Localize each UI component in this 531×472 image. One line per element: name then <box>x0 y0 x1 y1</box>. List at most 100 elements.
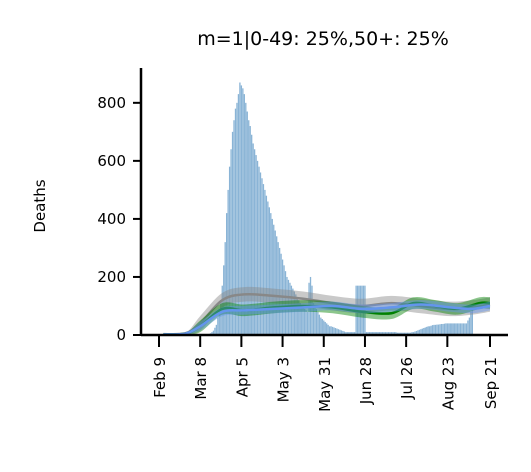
x-tick-label: Mar 8 <box>192 357 210 400</box>
bar-day-149 <box>359 285 362 335</box>
bar-day-211 <box>451 323 453 335</box>
bar-day-221 <box>465 323 468 335</box>
x-tick-label: Feb 9 <box>151 357 169 398</box>
bar-day-154 <box>367 332 369 335</box>
bar-day-206 <box>443 323 446 335</box>
bar-day-72 <box>246 111 248 335</box>
bar-day-58 <box>226 213 228 335</box>
bar-day-225 <box>471 308 473 335</box>
y-tick-label: 800 <box>97 94 126 112</box>
bar-day-166 <box>384 332 387 335</box>
bar-day-163 <box>380 332 382 335</box>
bar-day-54 <box>220 300 222 335</box>
bar-day-105 <box>295 294 297 335</box>
bar-day-224 <box>470 311 472 335</box>
y-ticks: 0 200 400 600 800 <box>97 94 141 344</box>
bar-day-151 <box>362 285 365 335</box>
bar-day-121 <box>318 314 321 335</box>
bar-day-60 <box>228 166 231 335</box>
bar-day-114 <box>308 282 310 335</box>
bar-day-63 <box>233 120 235 336</box>
bar-day-118 <box>314 305 316 335</box>
bar-day-153 <box>365 332 368 335</box>
bar-day-187 <box>415 330 418 335</box>
bar-day-213 <box>454 323 456 335</box>
bar-day-186 <box>414 331 416 335</box>
bar-day-139 <box>345 332 347 335</box>
bar-day-194 <box>426 326 428 335</box>
bar-day-199 <box>433 324 435 335</box>
bar-day-144 <box>352 332 354 335</box>
bar-day-195 <box>427 326 429 335</box>
bar-day-91 <box>274 230 276 335</box>
bar-day-185 <box>412 332 415 335</box>
bar-day-214 <box>455 323 457 335</box>
plot-area <box>163 82 491 336</box>
bar-day-155 <box>368 332 371 335</box>
bar-day-57 <box>224 242 226 335</box>
bar-day-61 <box>230 149 232 335</box>
x-tick-label: Jul 26 <box>398 357 416 400</box>
bar-day-169 <box>389 332 391 335</box>
bar-day-164 <box>381 332 384 335</box>
x-tick-label: May 3 <box>275 357 293 402</box>
bar-day-81 <box>259 172 262 335</box>
bar-day-129 <box>330 326 332 335</box>
bar-day-95 <box>280 253 282 335</box>
bar-day-117 <box>312 303 315 335</box>
bar-day-80 <box>258 166 260 335</box>
bar-day-50 <box>214 327 216 335</box>
bar-day-192 <box>423 328 425 335</box>
y-tick-label: 600 <box>97 152 126 170</box>
bar-day-86 <box>267 201 269 335</box>
bar-day-216 <box>458 323 460 335</box>
bar-day-55 <box>221 285 223 335</box>
bar-day-136 <box>340 330 343 335</box>
bar-day-98 <box>284 271 287 335</box>
bar-day-113 <box>306 311 309 335</box>
bar-day-76 <box>252 143 254 335</box>
bar-day-223 <box>468 317 471 335</box>
bar-day-120 <box>317 311 319 335</box>
bar-day-165 <box>383 332 385 335</box>
bar-day-74 <box>249 126 251 335</box>
bar-day-162 <box>379 332 381 335</box>
bar-day-52 <box>217 317 219 335</box>
bar-day-197 <box>430 325 432 335</box>
series-band-2 <box>163 300 490 335</box>
bar-day-142 <box>349 332 351 335</box>
x-tick-label: Sep 21 <box>482 357 500 409</box>
bar-day-200 <box>434 324 437 335</box>
y-axis-title: Deaths <box>31 179 49 232</box>
bar-day-48 <box>211 332 213 335</box>
bar-day-171 <box>392 332 394 335</box>
bar-day-68 <box>240 85 243 335</box>
bar-day-110 <box>302 307 304 335</box>
series-band-0 <box>163 286 490 335</box>
bar-day-106 <box>296 297 298 335</box>
bar-day-124 <box>323 320 325 335</box>
bar-day-188 <box>417 330 419 335</box>
bar-day-128 <box>328 326 331 335</box>
bar-day-79 <box>256 160 259 335</box>
bar-day-220 <box>464 323 466 335</box>
bar-day-198 <box>431 325 434 335</box>
series-line-2 <box>163 303 491 336</box>
y-tick-label: 200 <box>97 268 126 286</box>
bar-day-203 <box>439 324 441 335</box>
bar-day-62 <box>231 131 234 335</box>
bar-day-107 <box>298 300 300 335</box>
x-ticks: Feb 9 Mar 8 Apr 5 May 3 May 31 Jun 28 Jul 26 Au… <box>151 335 500 412</box>
bar-day-119 <box>315 308 318 335</box>
bar-day-152 <box>364 285 366 335</box>
bar-day-87 <box>268 207 270 335</box>
bar-day-156 <box>370 332 372 335</box>
bar-day-209 <box>448 323 450 335</box>
bar-day-104 <box>293 291 295 335</box>
bar-day-83 <box>262 184 265 335</box>
bar-day-159 <box>374 332 376 335</box>
bar-day-212 <box>452 323 454 335</box>
bar-day-93 <box>277 242 279 335</box>
bar-day-70 <box>243 94 245 336</box>
bar-day-157 <box>371 332 373 335</box>
